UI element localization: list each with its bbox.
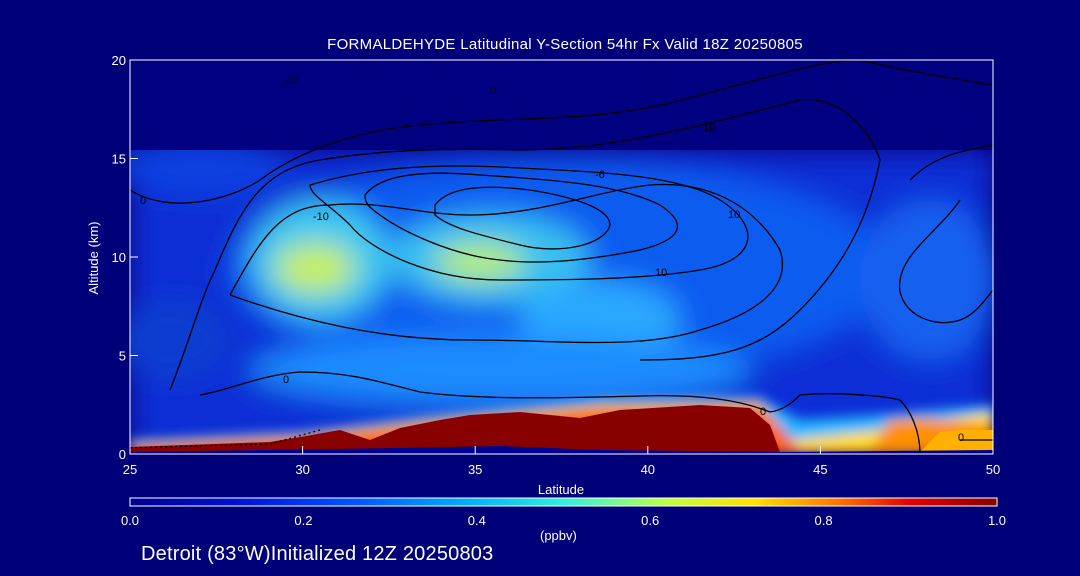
- colorbar-tick-label: 0.2: [294, 513, 312, 528]
- footer-caption: Detroit (83°W)Initialized 12Z 20250803: [141, 543, 494, 565]
- contour-lines: [130, 60, 993, 454]
- colorbar-unit-label: (ppbv): [540, 528, 577, 543]
- colorbar-tick-label: 0.8: [815, 513, 833, 528]
- x-axis: 25 30 35 40 45 50: [123, 446, 1000, 477]
- y-tick-label: 5: [119, 349, 126, 364]
- contour-label: -10: [283, 75, 299, 87]
- contour-label: 10: [655, 267, 667, 279]
- contour-label: 0: [140, 195, 146, 207]
- contour-label: -10: [313, 211, 329, 223]
- colorbar-ticks: 0.0 0.2 0.4 0.6 0.8 1.0: [121, 513, 1006, 528]
- y-tick-label: 10: [112, 250, 126, 265]
- x-tick-label: 50: [986, 462, 1000, 477]
- contour-label: 0: [760, 406, 766, 418]
- y-axis-label: Altitude (km): [86, 222, 101, 295]
- contour-label: 0: [283, 374, 289, 386]
- x-tick-label: 45: [813, 462, 827, 477]
- colorbar-tick-label: 0.0: [121, 513, 139, 528]
- concentration-field: [130, 60, 993, 454]
- x-tick-label: 35: [468, 462, 482, 477]
- contour-label: 10: [703, 122, 715, 134]
- x-tick-label: 40: [641, 462, 655, 477]
- contour-label: 0: [490, 85, 496, 97]
- y-tick-label: 20: [112, 53, 126, 68]
- y-tick-label: 0: [119, 447, 126, 462]
- y-tick-label: 15: [112, 152, 126, 167]
- colorbar-tick-label: 0.6: [641, 513, 659, 528]
- x-tick-label: 25: [123, 462, 137, 477]
- contour-label: -6: [595, 169, 605, 181]
- contour-label: 0: [958, 432, 964, 444]
- colorbar-tick-label: 1.0: [988, 513, 1006, 528]
- x-tick-label: 30: [295, 462, 309, 477]
- colorbar: [129, 497, 998, 507]
- chart-title: FORMALDEHYDE Latitudinal Y-Section 54hr …: [327, 36, 803, 53]
- x-axis-label: Latitude: [538, 482, 584, 497]
- contour-label-group: 0 0 -10 10 -10 -6 10 10 0 0 0: [140, 75, 964, 444]
- y-axis: 0 5 10 15 20: [112, 53, 138, 462]
- contour-label: 10: [728, 209, 740, 221]
- colorbar-tick-label: 0.4: [468, 513, 486, 528]
